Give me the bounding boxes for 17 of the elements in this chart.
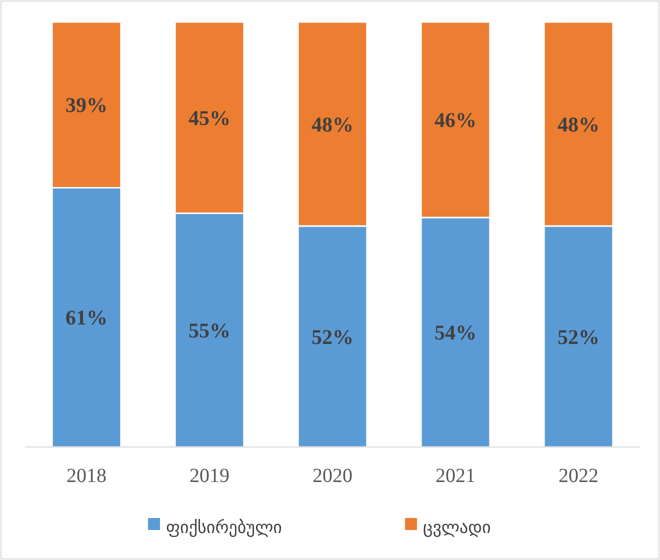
data-label: 48% xyxy=(312,112,354,136)
data-label: 46% xyxy=(434,108,476,132)
data-label: 52% xyxy=(558,324,600,349)
data-label: 55% xyxy=(188,318,230,342)
data-label: 52% xyxy=(312,324,354,349)
data-label: 54% xyxy=(434,320,476,345)
legend-label: ფიქსირებული xyxy=(166,518,282,538)
data-label: 39% xyxy=(66,93,108,118)
legend-label: ცვლადი xyxy=(423,518,491,538)
data-label: 45% xyxy=(188,106,230,130)
x-tick-label: 2020 xyxy=(312,465,352,487)
x-tick-label: 2019 xyxy=(190,465,230,487)
x-tick-label: 2021 xyxy=(436,465,476,487)
data-label: 48% xyxy=(558,112,600,136)
data-label: 61% xyxy=(66,306,108,330)
x-tick-label: 2018 xyxy=(66,465,106,487)
x-tick-label: 2022 xyxy=(558,465,598,487)
